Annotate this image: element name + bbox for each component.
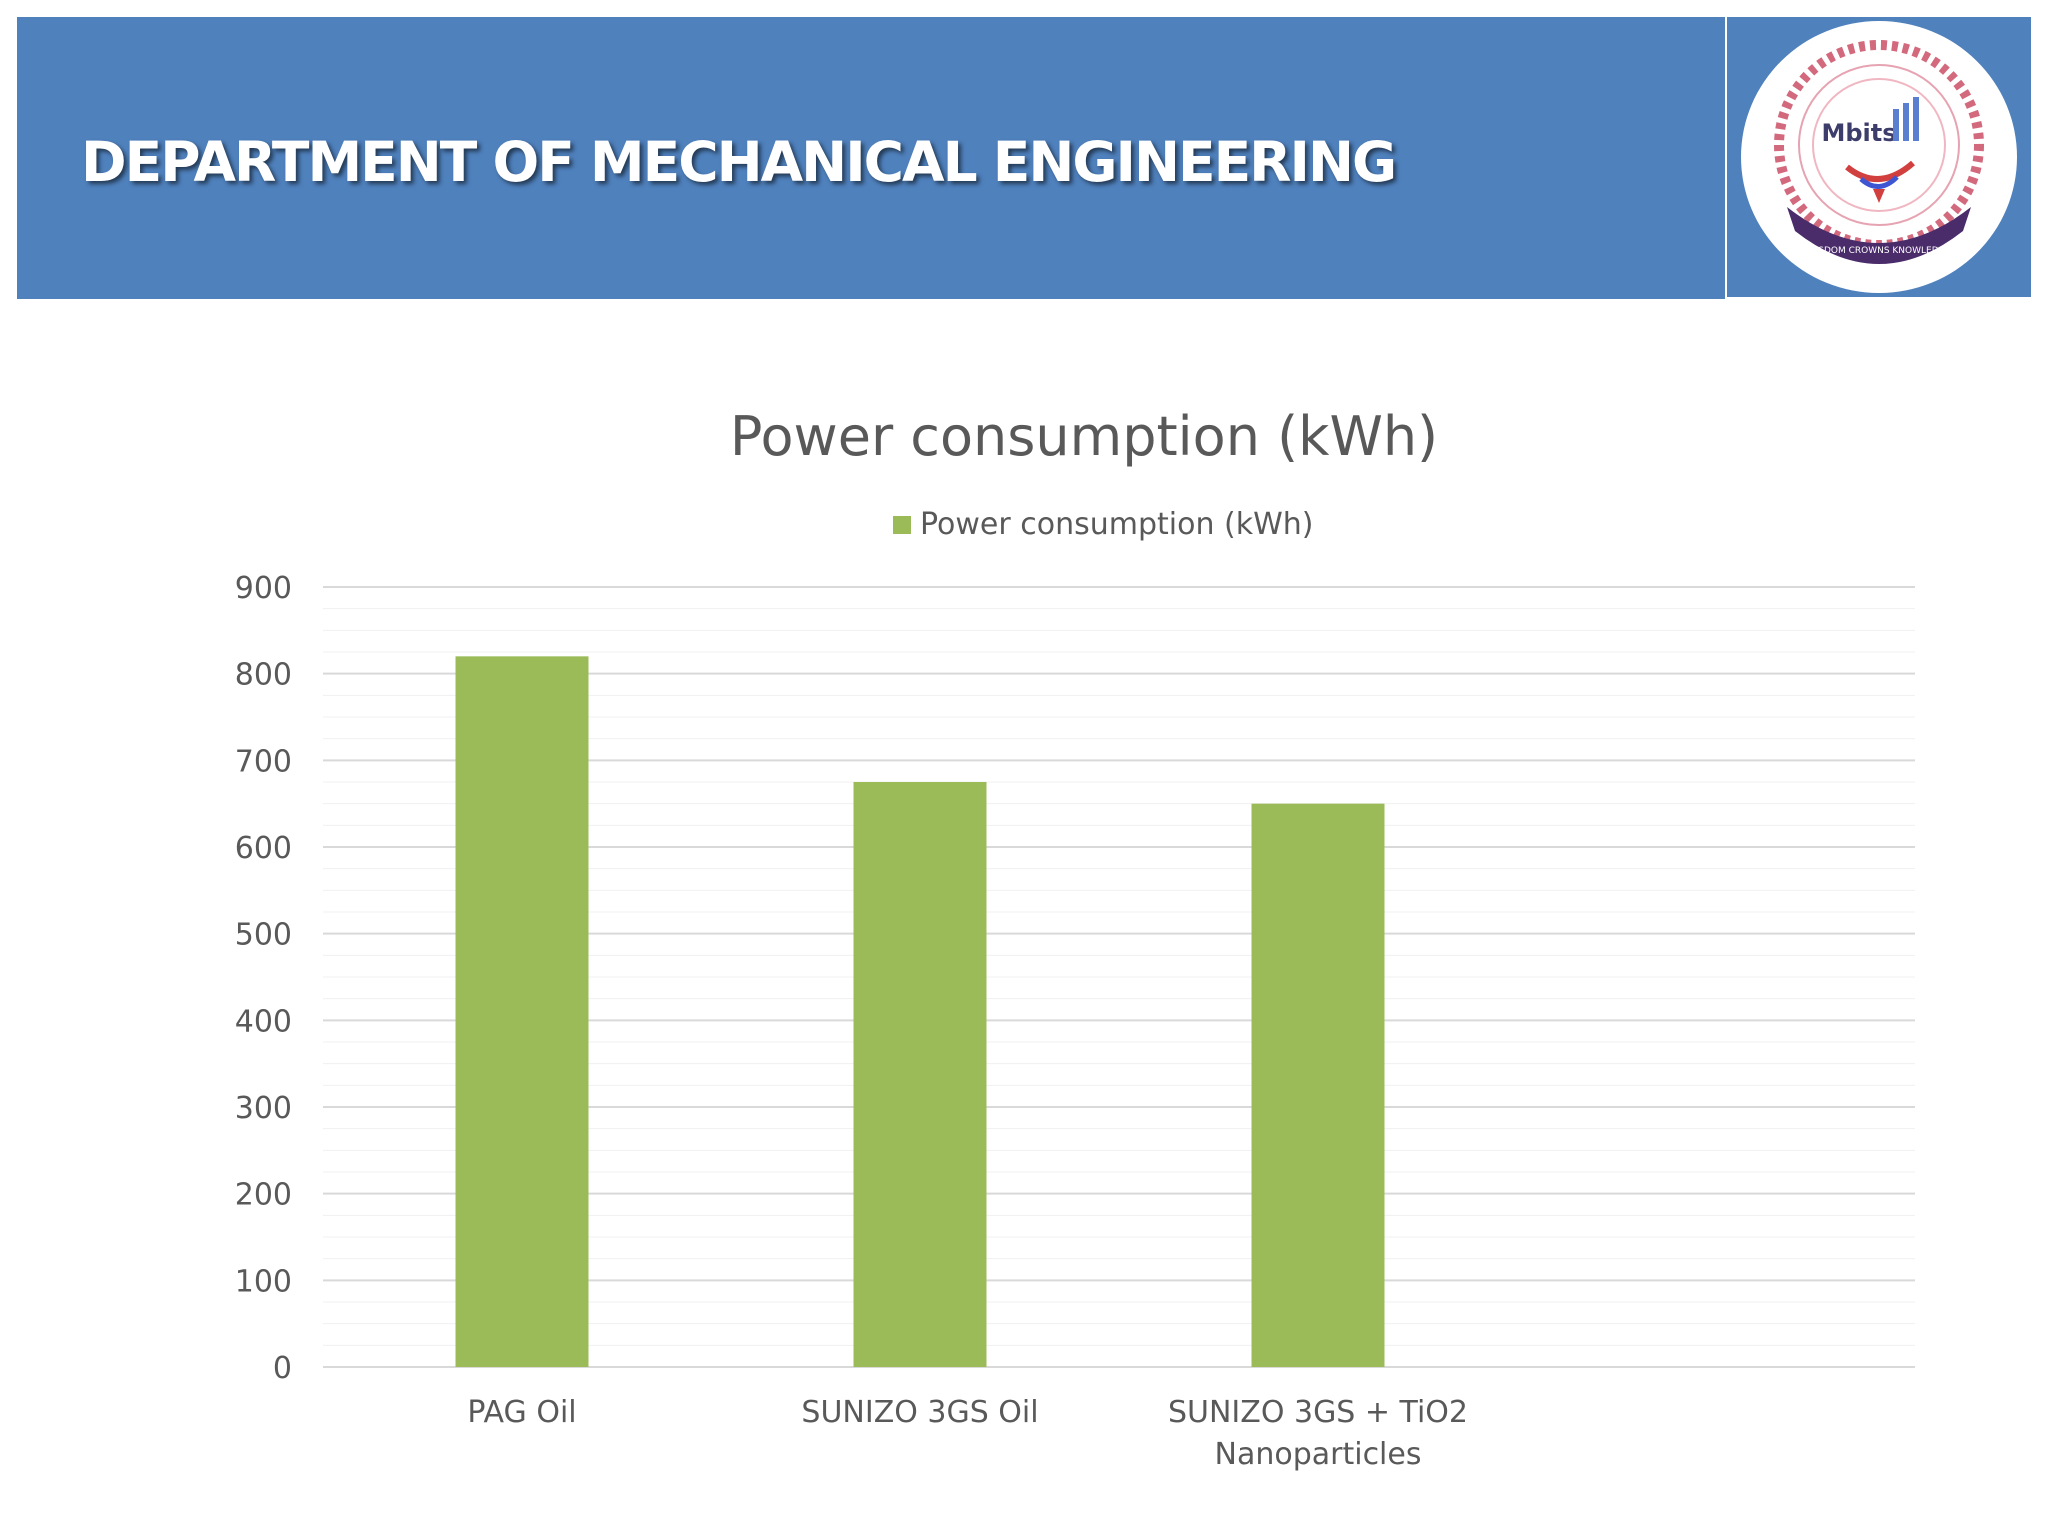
header-banner: DEPARTMENT OF MECHANICAL ENGINEERING xyxy=(17,17,1725,299)
y-tick-label: 600 xyxy=(235,831,292,866)
page-title: DEPARTMENT OF MECHANICAL ENGINEERING xyxy=(81,130,1397,194)
x-category-label: SUNIZO 3GS + TiO2 Nanoparticles xyxy=(1168,1395,1468,1472)
y-tick-label: 500 xyxy=(235,918,292,953)
legend-label: Power consumption (kWh) xyxy=(920,507,1313,542)
y-tick-label: 0 xyxy=(273,1351,292,1386)
y-tick-label: 700 xyxy=(235,744,292,779)
y-tick-label: 100 xyxy=(235,1264,292,1299)
logo-text: Mbits xyxy=(1821,119,1896,147)
x-category-label: SUNIZO 3GS Oil xyxy=(801,1395,1038,1430)
chart-title: Power consumption (kWh) xyxy=(730,405,1438,468)
chart-area: Power consumption (kWh) Power consumptio… xyxy=(0,300,2048,1536)
y-tick-label: 200 xyxy=(235,1178,292,1213)
legend-swatch xyxy=(893,516,911,534)
y-tick-label: 300 xyxy=(235,1091,292,1126)
bar xyxy=(455,656,589,1367)
x-category-label: PAG Oil xyxy=(467,1395,576,1430)
y-tick-label: 900 xyxy=(235,571,292,606)
logo-motto: WISDOM CROWNS KNOWLEDGE xyxy=(1807,246,1952,256)
bar xyxy=(853,782,987,1367)
y-tick-label: 400 xyxy=(235,1004,292,1039)
y-tick-label: 800 xyxy=(235,658,292,693)
power-consumption-chart: Power consumption (kWh) Power consumptio… xyxy=(235,405,1915,1472)
bar xyxy=(1251,803,1385,1367)
logo-area: WISDOM CROWNS KNOWLEDGE Mbits xyxy=(1727,17,2031,297)
institution-seal-icon: WISDOM CROWNS KNOWLEDGE Mbits xyxy=(1741,21,2017,293)
